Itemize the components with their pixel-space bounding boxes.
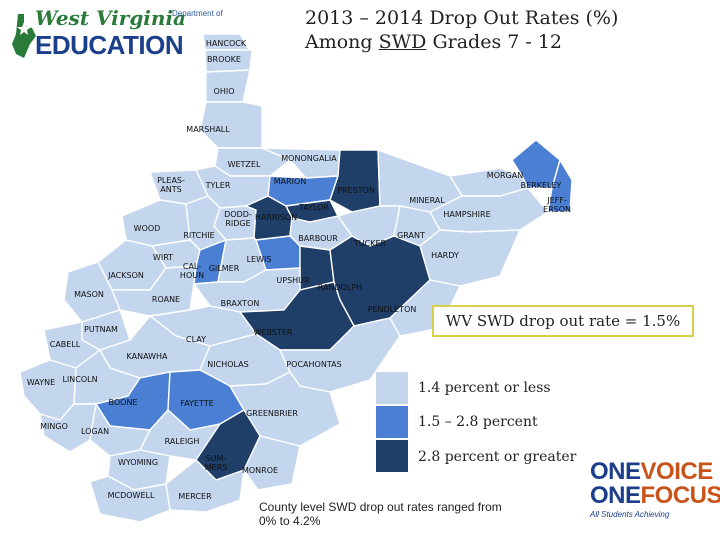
legend-label-mid: 1.5 – 2.8 percent [418, 414, 538, 430]
label-lewis: LEWIS [246, 255, 272, 264]
one-voice-one-focus-logo: ONEVOICE ONEFOCUS All Students Achieving [590, 458, 720, 520]
logo-education: EDUCATION [35, 30, 184, 60]
label-pleasants: PLEAS- ANTS [157, 176, 185, 194]
label-berkeley: BERKELEY [520, 181, 562, 190]
wv-education-logo [10, 6, 200, 62]
label-wyoming: WYOMING [117, 458, 159, 467]
logo-department-of: Department of [172, 9, 223, 18]
label-hampshire: HAMPSHIRE [443, 210, 491, 219]
label-putnam: PUTNAM [84, 325, 118, 334]
label-greenbrier: GREENBRIER [246, 409, 298, 418]
legend-swatch-low [376, 372, 408, 404]
legend-swatch-high [376, 440, 408, 472]
label-lincoln: LINCOLN [62, 375, 98, 384]
label-webster: WEBSTER [253, 328, 293, 337]
label-boone: BOONE [108, 398, 138, 407]
label-summers: SUM- MERS [204, 454, 228, 472]
label-hardy: HARDY [431, 251, 459, 260]
label-monongalia: MONONGALIA [281, 154, 337, 163]
label-randolph: RANDOLPH [317, 283, 363, 292]
label-brooke: BROOKE [207, 55, 241, 64]
label-wayne: WAYNE [26, 378, 56, 387]
label-marshall: MARSHALL [186, 125, 230, 134]
statewide-rate-box: WV SWD drop out rate = 1.5% [432, 305, 694, 337]
county-jefferson [547, 158, 573, 213]
legend-label-high: 2.8 percent or greater [418, 449, 577, 465]
county-wood [121, 199, 191, 247]
label-kanawha: KANAWHA [126, 352, 168, 361]
label-logan: LOGAN [80, 427, 110, 436]
logo-west-virginia: West Virginia [35, 6, 186, 30]
county-ohio [205, 69, 251, 103]
label-roane: ROANE [151, 295, 181, 304]
label-ohio: OHIO [213, 87, 235, 96]
county-mercer [165, 459, 245, 513]
label-mcdowell: MCDOWELL [107, 491, 155, 500]
label-marion: MARION [273, 177, 307, 186]
brand-tagline: All Students Achieving [590, 510, 670, 519]
label-doddridge: DODD- RIDGE [224, 210, 252, 228]
legend-label-low: 1.4 percent or less [418, 380, 551, 396]
label-wirt: WIRT [152, 253, 174, 262]
label-hancock: HANCOCK [205, 39, 247, 48]
label-mason: MASON [74, 290, 104, 299]
label-mercer: MERCER [178, 492, 212, 501]
page-title: 2013 – 2014 Drop Out Rates (%) Among SWD… [305, 6, 618, 54]
title-line-1: 2013 – 2014 Drop Out Rates (%) [305, 7, 619, 29]
label-harrison: HARRISON [254, 213, 298, 222]
wv-state-outline-icon [12, 14, 36, 58]
county-range-note: County level SWD drop out rates ranged f… [259, 500, 502, 528]
label-clay: CLAY [186, 335, 206, 344]
label-preston: PRESTON [337, 186, 375, 195]
label-monroe: MONROE [241, 466, 279, 475]
label-ritchie: RITCHIE [183, 231, 215, 240]
label-cabell: CABELL [49, 340, 81, 349]
legend-swatch-mid [376, 406, 408, 438]
county-monroe [243, 435, 301, 491]
label-calhoun: CAL- HOUN [179, 262, 205, 280]
label-tyler: TYLER [205, 181, 231, 190]
label-jefferson: JEFF- ERSON [543, 196, 571, 214]
label-pocahontas: POCAHONTAS [286, 360, 342, 369]
title-swd: SWD [378, 31, 427, 53]
label-mingo: MINGO [40, 422, 68, 431]
label-raleigh: RALEIGH [164, 437, 200, 446]
label-pendleton: PENDLETON [367, 305, 417, 314]
label-grant: GRANT [397, 231, 425, 240]
county-hancock [202, 33, 253, 51]
label-morgan: MORGAN [486, 171, 524, 180]
title-line-2: Among SWD Grades 7 - 12 [305, 31, 562, 53]
label-tucker: TUCKER [353, 239, 387, 248]
label-wood: WOOD [133, 224, 161, 233]
label-fayette: FAYETTE [180, 399, 214, 408]
label-barbour: BARBOUR [298, 234, 338, 243]
label-gilmer: GILMER [208, 264, 240, 273]
label-nicholas: NICHOLAS [207, 360, 249, 369]
label-jackson: JACKSON [108, 271, 144, 280]
label-taylor: TAYLOR [298, 203, 330, 212]
label-upshur: UPSHUR [276, 276, 310, 285]
label-wetzel: WETZEL [227, 160, 261, 169]
label-mineral: MINERAL [409, 196, 445, 205]
label-braxton: BRAXTON [220, 299, 260, 308]
